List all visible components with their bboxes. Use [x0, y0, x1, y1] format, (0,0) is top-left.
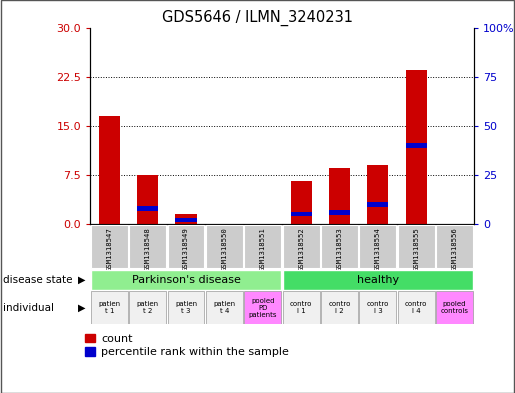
Text: GSM1318556: GSM1318556	[452, 228, 458, 272]
Text: disease state: disease state	[3, 275, 72, 285]
Bar	[406, 143, 427, 148]
Bar	[283, 270, 473, 290]
Bar	[137, 206, 158, 211]
Bar	[398, 292, 435, 323]
Text: GSM1318555: GSM1318555	[413, 228, 419, 272]
Bar	[206, 225, 243, 268]
Bar	[398, 225, 435, 268]
Bar	[290, 212, 312, 217]
Bar	[129, 292, 166, 323]
Text: GSM1318553: GSM1318553	[336, 228, 342, 272]
Text: healthy: healthy	[357, 275, 399, 285]
Bar	[290, 182, 312, 224]
Bar	[99, 116, 120, 224]
Bar	[91, 292, 128, 323]
Text: patien
t 4: patien t 4	[213, 301, 235, 314]
Text: Parkinson's disease: Parkinson's disease	[132, 275, 241, 285]
Bar	[329, 168, 350, 224]
Bar	[176, 214, 197, 224]
Bar	[176, 218, 197, 222]
Bar	[367, 202, 388, 207]
Legend: count, percentile rank within the sample: count, percentile rank within the sample	[85, 334, 289, 357]
Bar	[321, 292, 358, 323]
Bar	[91, 225, 128, 268]
Text: pooled
controls: pooled controls	[441, 301, 469, 314]
Text: ▶: ▶	[77, 275, 85, 285]
Text: patien
t 3: patien t 3	[175, 301, 197, 314]
Bar	[359, 225, 397, 268]
Text: GSM1318551: GSM1318551	[260, 228, 266, 272]
Text: GSM1318548: GSM1318548	[145, 228, 151, 272]
Bar	[436, 292, 473, 323]
Text: ▶: ▶	[77, 303, 85, 312]
Text: contro
l 4: contro l 4	[405, 301, 427, 314]
Text: contro
l 2: contro l 2	[329, 301, 351, 314]
Bar	[283, 225, 320, 268]
Text: contro
l 3: contro l 3	[367, 301, 389, 314]
Bar	[206, 292, 243, 323]
Text: pooled
PD
patients: pooled PD patients	[249, 298, 277, 318]
Bar	[321, 225, 358, 268]
Text: individual: individual	[3, 303, 54, 312]
Bar	[167, 292, 204, 323]
Bar	[137, 175, 158, 224]
Bar	[406, 70, 427, 224]
Text: GSM1318550: GSM1318550	[221, 228, 228, 272]
Bar	[329, 210, 350, 215]
Bar	[91, 270, 281, 290]
Text: patien
t 1: patien t 1	[98, 301, 121, 314]
Text: patien
t 2: patien t 2	[136, 301, 159, 314]
Bar	[244, 292, 281, 323]
Text: GDS5646 / ILMN_3240231: GDS5646 / ILMN_3240231	[162, 10, 353, 26]
Bar	[367, 165, 388, 224]
Text: GSM1318547: GSM1318547	[106, 228, 112, 272]
Bar	[283, 292, 320, 323]
Text: GSM1318549: GSM1318549	[183, 228, 189, 272]
Bar	[436, 225, 473, 268]
Bar	[129, 225, 166, 268]
Text: contro
l 1: contro l 1	[290, 301, 312, 314]
Bar	[244, 225, 281, 268]
Text: GSM1318554: GSM1318554	[375, 228, 381, 272]
Bar	[167, 225, 204, 268]
Bar	[359, 292, 397, 323]
Text: GSM1318552: GSM1318552	[298, 228, 304, 272]
